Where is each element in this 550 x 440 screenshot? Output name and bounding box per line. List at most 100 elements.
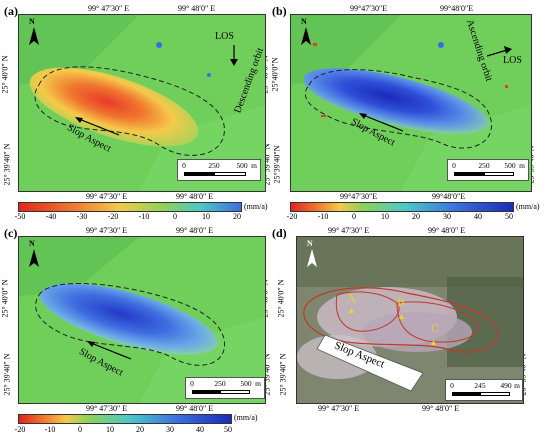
scale-tick: 250 <box>478 161 490 170</box>
panel-label: (a) <box>4 4 18 18</box>
colorbar-tick: -20 <box>107 212 119 221</box>
deformation-map-a: N LOS Descending orbit Slop Aspect 0 250… <box>18 14 266 192</box>
top-tick: 99° 48′0″ E <box>178 4 216 13</box>
scale-tick: 245 <box>474 381 486 390</box>
colorbar-tick: -50 <box>14 212 26 221</box>
map-graphic <box>19 237 265 403</box>
north-label: N <box>301 17 307 26</box>
colorbar-a <box>18 202 242 212</box>
scale-tick: 0 <box>450 381 454 390</box>
bottom-tick: 99° 47′30″ E <box>86 192 128 201</box>
top-tick: 99° 47′30″ E <box>86 226 128 235</box>
site-c-label: C <box>431 321 440 335</box>
north-arrow-icon <box>29 27 39 45</box>
scale-tick: 0 <box>182 161 186 170</box>
scale-bar: 0 245 490 m <box>445 379 523 401</box>
top-tick: 99°47′30″E <box>350 4 388 13</box>
north-label: N <box>29 239 35 248</box>
bottom-tick: 99° 48′0″ E <box>176 192 214 201</box>
colorbar-tick: 50 <box>505 212 513 221</box>
bottom-tick: 99° 48′0″ E <box>176 404 214 413</box>
colorbar-unit: (mm/a) <box>234 413 258 422</box>
scale-bar: 0 250 500 m <box>177 159 261 181</box>
colorbar-tick: 0 <box>78 425 82 434</box>
left-tick: 25° 40′0″ N <box>276 279 286 318</box>
bottom-tick: 99°48′0″E <box>432 192 466 201</box>
colorbar-tick: 30 <box>166 425 174 434</box>
top-tick: 99° 47′30″ E <box>88 4 130 13</box>
left-tick: 25°40′0″N <box>270 57 280 92</box>
map-graphic <box>291 15 531 191</box>
colorbar-tick: -10 <box>138 212 150 221</box>
panel-label: (d) <box>272 226 287 240</box>
left-tick: 25° 39′40″ N <box>278 353 288 396</box>
scale-tick: 500 <box>504 161 516 170</box>
scale-tick: 500 <box>240 379 252 388</box>
scale-unit: m <box>519 161 525 170</box>
colorbar-tick: 20 <box>412 212 420 221</box>
scale-tick: 0 <box>190 379 194 388</box>
scale-tick: 250 <box>214 379 226 388</box>
map-graphic <box>297 237 523 403</box>
north-label: N <box>29 17 35 26</box>
map-graphic <box>19 15 265 191</box>
colorbar-tick: 40 <box>474 212 482 221</box>
deformation-map-b: N LOS Ascending orbit Slop Aspect 0 250 … <box>290 14 532 192</box>
colorbar-tick: 50 <box>224 425 232 434</box>
left-tick: 25° 40′0″ N <box>0 279 10 318</box>
colorbar-tick: 30 <box>443 212 451 221</box>
colorbar-tick: 10 <box>381 212 389 221</box>
bottom-tick: 99°47′30″E <box>340 192 378 201</box>
top-tick: 99° 47′30″ E <box>328 226 370 235</box>
colorbar-tick: 0 <box>173 212 177 221</box>
site-a-label: A <box>347 291 356 305</box>
colorbar-tick: -10 <box>44 425 56 434</box>
top-tick: 99° 48′0″ E <box>428 226 466 235</box>
north-arrow-icon <box>301 27 311 45</box>
colorbar-tick: 10 <box>106 425 114 434</box>
north-arrow-icon <box>307 249 317 267</box>
los-label: LOS <box>503 55 522 66</box>
los-arrow-icon <box>487 46 512 57</box>
left-tick: 25° 39′40″ N <box>2 353 12 396</box>
scale-bar: 0 250 500 m <box>447 159 529 181</box>
scale-tick: 490 <box>500 381 512 390</box>
satellite-image-d: N A B C Slop Aspect 0 245 490 m <box>296 236 524 404</box>
top-tick: 99°48′0″E <box>440 4 474 13</box>
colorbar-tick: -10 <box>317 212 329 221</box>
deformation-map-c: N Slop Aspect 0 250 500 m <box>18 236 266 404</box>
scale-bar: 0 250 500 m <box>185 377 265 399</box>
top-tick: 99° 48′0″ E <box>176 226 214 235</box>
left-tick: 25°39′40″N <box>272 145 282 184</box>
colorbar-tick: 0 <box>352 212 356 221</box>
colorbar-tick: 10 <box>202 212 210 221</box>
site-b-label: B <box>397 295 406 309</box>
scale-tick: 250 <box>208 161 220 170</box>
colorbar-tick: 20 <box>233 212 241 221</box>
colorbar-tick: 20 <box>136 425 144 434</box>
scale-unit: m <box>255 379 261 388</box>
panel-label: (b) <box>272 4 287 18</box>
slope-arrow-icon <box>316 334 424 392</box>
scale-tick: 500 <box>236 161 248 170</box>
scale-tick: 0 <box>452 161 456 170</box>
los-arrow-icon <box>230 45 238 66</box>
left-tick: 25° 40′0″ N <box>0 55 10 94</box>
colorbar-tick: -20 <box>286 212 298 221</box>
scale-unit: m <box>514 381 520 390</box>
colorbar-tick: -20 <box>14 425 26 434</box>
scale-unit: m <box>251 161 257 170</box>
colorbar-unit: (mm/a) <box>516 202 540 211</box>
slope-arrow-icon <box>75 117 120 136</box>
colorbar-b <box>290 202 514 212</box>
slope-arrow-icon <box>87 341 132 360</box>
los-label: LOS <box>215 31 234 42</box>
colorbar-tick: 40 <box>196 425 204 434</box>
bottom-tick: 99° 47′30″ E <box>86 404 128 413</box>
colorbar-c <box>18 414 232 424</box>
bottom-tick: 99° 47′30″ E <box>318 404 360 413</box>
colorbar-tick: -40 <box>45 212 57 221</box>
north-arrow-icon <box>29 249 39 267</box>
panel-label: (c) <box>4 226 18 240</box>
left-tick: 25° 39′40″ N <box>2 143 12 186</box>
